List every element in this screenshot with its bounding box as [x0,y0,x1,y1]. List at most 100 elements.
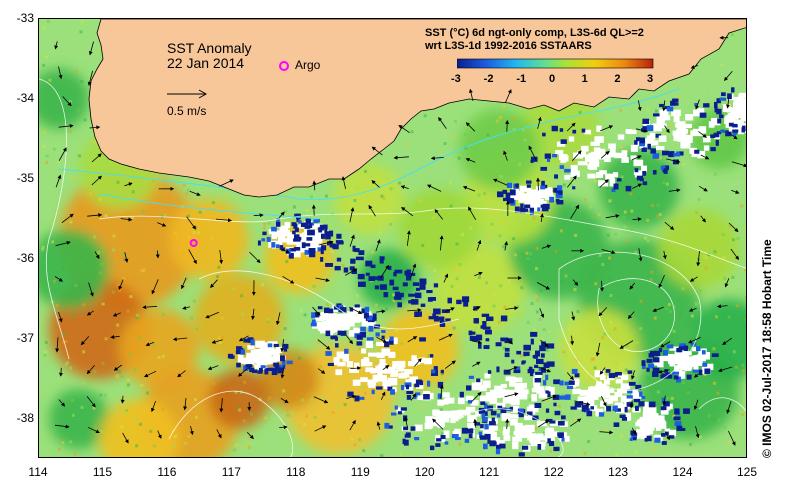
current-vector [472,361,481,367]
current-vector [652,306,664,312]
current-vector [600,150,610,159]
current-vector [666,158,681,164]
current-vector [55,174,62,188]
argo-float-marker [189,239,198,247]
current-vector [280,398,289,404]
current-vector [600,125,614,132]
current-vector [312,306,321,316]
current-vector [668,188,681,193]
current-vector [349,234,355,247]
current-vector [570,335,575,346]
current-vector [55,337,60,353]
current-vector [658,274,665,289]
current-vector [238,335,249,342]
current-vector [151,400,156,413]
current-vector [349,419,356,431]
lon-tick-label: 120 [414,465,435,479]
current-vector [462,185,476,192]
current-vector [346,394,357,400]
colorbar [457,58,654,69]
map-date: 22 Jan 2014 [167,55,245,71]
argo-legend-icon [279,61,289,71]
current-vector [468,206,477,220]
current-vector [219,398,224,413]
current-vector [638,248,643,262]
current-vector [426,184,442,192]
current-vector [281,248,290,254]
current-vector [58,123,74,128]
current-vector [120,217,133,222]
current-vector [368,204,376,217]
current-vector [662,250,667,260]
current-vector [658,369,670,374]
current-vector [371,146,383,156]
current-vector [445,307,455,313]
current-vector [157,430,162,439]
current-vector [275,312,281,326]
current-vector [205,311,220,319]
current-vector [566,175,577,188]
current-vector [566,372,574,381]
current-vector [631,427,637,435]
current-vector [434,208,444,220]
current-vector [157,222,167,227]
lon-tick-label: 122 [543,465,564,479]
current-vector [113,364,123,371]
current-vector [188,249,197,265]
current-vector [439,384,444,399]
current-vector [506,338,513,345]
current-vector [688,337,701,344]
current-vector [430,156,444,161]
colorbar-tick-label: -2 [483,73,494,85]
current-vector [700,154,710,160]
current-vector [155,250,160,259]
current-vector [664,125,670,134]
current-vector [313,396,329,404]
current-vector [349,306,363,314]
current-vector [473,418,478,428]
current-vector [393,155,409,160]
current-vector [219,249,224,265]
scale-arrow-icon [167,89,208,99]
current-vector [662,395,667,406]
current-vector [465,122,476,132]
current-vector [690,64,699,69]
current-vector [345,268,358,276]
current-vector [572,279,579,286]
lat-tick-label: -34 [16,91,34,105]
current-vector [88,282,94,297]
current-vector [504,392,519,398]
current-vector [476,239,482,251]
current-vector [61,213,74,224]
current-vector [238,368,248,377]
current-vector [172,337,188,342]
current-vector [717,304,728,309]
current-vector [730,248,739,261]
current-vector [471,340,483,345]
current-vector [693,399,699,410]
current-vector [371,180,380,188]
current-vector [444,360,456,369]
current-vector [722,337,733,345]
current-vector [219,179,234,187]
current-vector [376,336,388,343]
current-vector [537,116,542,129]
legend-title-line1: SST (°C) 6d ngt-only comp, L3S-6d QL>=2 [425,27,644,39]
current-vector [504,89,512,104]
current-vector [186,216,197,230]
lon-tick-label: 115 [92,465,113,479]
colorbar-tick-label: -1 [516,73,527,85]
current-vector [58,311,63,323]
lon-tick-label: 124 [672,465,693,479]
scale-label: 0.5 m/s [167,104,207,118]
current-vector [317,339,331,350]
lon-tick-label: 114 [28,465,48,479]
current-vector [505,119,510,132]
current-vector [571,311,576,321]
current-vector [280,339,285,353]
current-vector [629,400,634,409]
current-vector [80,336,90,346]
current-vector [471,391,482,402]
current-vector [506,366,518,372]
lon-tick-label: 117 [221,465,241,479]
